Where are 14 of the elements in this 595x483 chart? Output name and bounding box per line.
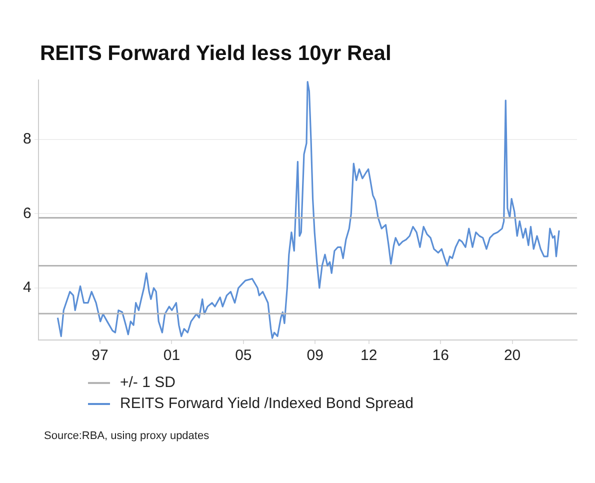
x-tick-label: 12 bbox=[360, 347, 378, 364]
x-tick-label: 20 bbox=[504, 347, 521, 364]
y-tick-label: 4 bbox=[23, 279, 32, 296]
x-tick-label: 16 bbox=[432, 347, 449, 364]
source-note: Source:RBA, using proxy updates bbox=[44, 430, 210, 442]
x-tick-label: 05 bbox=[235, 347, 252, 364]
legend-label: +/- 1 SD bbox=[120, 374, 176, 391]
x-tick-label: 09 bbox=[306, 347, 324, 364]
x-tick-label: 01 bbox=[163, 347, 180, 364]
y-tick-label: 8 bbox=[23, 130, 32, 148]
legend-label: REITS Forward Yield /Indexed Bond Spread bbox=[120, 395, 414, 412]
y-tick-label: 6 bbox=[23, 204, 32, 222]
chart-title: REITS Forward Yield less 10yr Real bbox=[40, 42, 392, 66]
x-tick-label: 97 bbox=[92, 347, 108, 364]
